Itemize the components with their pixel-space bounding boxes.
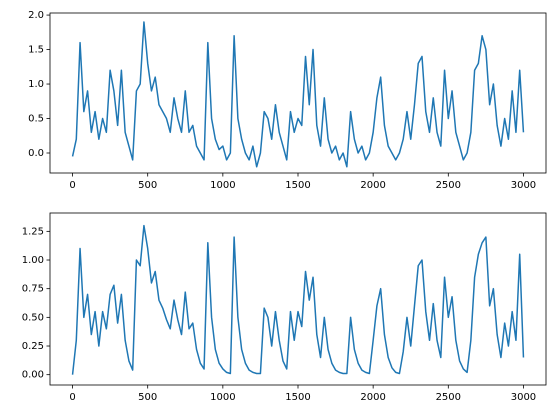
- x-tick-label: 2500: [436, 392, 461, 403]
- y-tick-label: 0.5: [28, 114, 44, 125]
- x-tick-label: 1000: [210, 180, 235, 191]
- x-tick-label: 1500: [285, 392, 310, 403]
- y-tick-label: 1.25: [22, 226, 44, 237]
- x-tick-label: 0: [69, 180, 75, 191]
- y-tick-label: 0.0: [28, 148, 44, 159]
- y-tick-label: 2.0: [28, 10, 44, 21]
- x-tick-label: 500: [138, 180, 157, 191]
- x-tick-label: 2000: [360, 180, 385, 191]
- y-tick-label: 0.00: [22, 370, 44, 381]
- data-line: [71, 224, 525, 375]
- axes-frame: [49, 212, 547, 386]
- y-tick-label: 0.25: [22, 341, 44, 352]
- y-tick-label: 1.0: [28, 79, 44, 90]
- x-tick-label: 3000: [511, 392, 536, 403]
- data-line: [71, 21, 525, 168]
- x-tick-label: 2000: [360, 392, 385, 403]
- axes-frame: [49, 12, 547, 174]
- y-tick-label: 1.00: [22, 255, 44, 266]
- x-tick-label: 3000: [511, 180, 536, 191]
- x-tick-label: 0: [69, 392, 75, 403]
- y-tick-label: 1.5: [28, 45, 44, 56]
- y-tick-label: 0.75: [22, 284, 44, 295]
- x-tick-label: 1500: [285, 180, 310, 191]
- x-tick-label: 1000: [210, 392, 235, 403]
- y-tick-label: 0.50: [22, 312, 44, 323]
- x-tick-label: 2500: [436, 180, 461, 191]
- x-tick-label: 500: [138, 392, 157, 403]
